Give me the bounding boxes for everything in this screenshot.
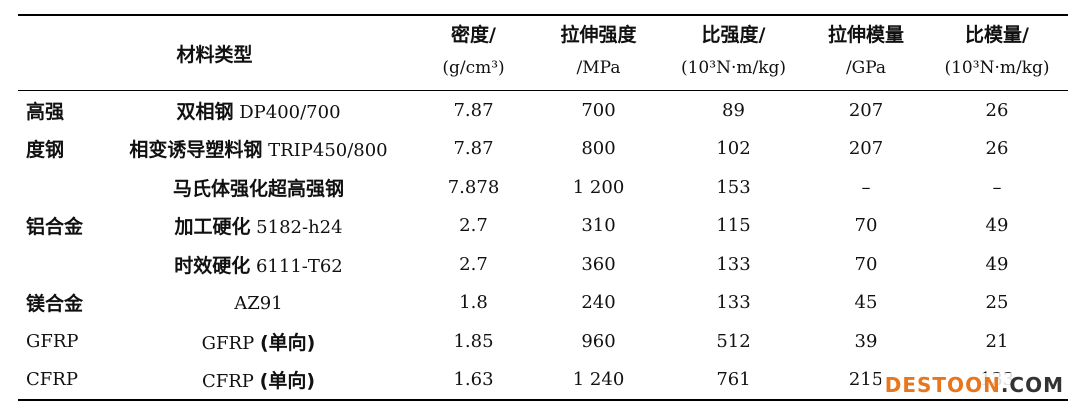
table-row: 马氏体强化超高强钢 7.878 1 200 153 – – [18,168,1068,207]
category-empty [18,245,106,284]
specific-modulus-value: 21 [985,330,1009,352]
modulus-value: 70 [854,215,878,237]
specific-modulus-value: 26 [985,138,1009,160]
category-magnesium: 镁合金 [26,293,84,316]
specific-modulus-value: – [992,176,1002,198]
material-name: 加工硬化 5182-h24 [174,216,343,239]
material-name: 双相钢 DP400/700 [176,100,341,123]
tensile-value: 800 [581,138,616,160]
header-tensile-modulus: 拉伸模量 /GPa [827,24,904,78]
category-empty [18,168,106,207]
specific-strength-value: 153 [716,176,751,198]
material-name: 马氏体强化超高强钢 [172,177,344,200]
table-row: 镁合金 AZ91 1.8 240 133 45 25 [18,284,1068,323]
category-cfrp: CFRP [26,369,78,391]
specific-strength-value: 115 [716,215,751,237]
category-aluminum: 铝合金 [26,216,84,239]
modulus-value: 45 [854,292,878,314]
modulus-value: 70 [854,253,878,275]
modulus-value: 207 [848,138,884,160]
density-value: 2.7 [459,215,488,237]
material-name: CFRP (单向) [201,370,316,393]
category-hss-line1: 高强 [26,100,65,123]
watermark-logo: DESTOON.COM [880,373,1068,397]
tensile-value: 240 [581,292,616,314]
modulus-value: 39 [854,330,878,352]
specific-strength-value: 512 [716,330,751,352]
specific-strength-value: 761 [716,369,751,391]
density-value: 1.85 [453,330,494,352]
specific-strength-value: 133 [716,253,751,275]
tensile-value: 1 240 [572,369,625,391]
material-name: 相变诱导塑料钢 TRIP450/800 [129,139,388,162]
tensile-value: 310 [581,215,616,237]
material-name: AZ91 [234,292,283,314]
specific-strength-value: 89 [722,99,745,121]
header-density: 密度/ (g/cm³) [442,24,505,78]
table-row: GFRP GFRP (单向) 1.85 960 512 39 21 [18,322,1068,361]
specific-modulus-value: 25 [985,292,1009,314]
tensile-value: 360 [581,253,616,275]
header-specific-strength: 比强度/ (10³N·m/kg) [680,24,787,78]
density-value: 7.878 [447,176,500,198]
tensile-value: 960 [581,330,616,352]
header-material-type: 材料类型 [176,43,253,66]
table-row: 时效硬化 6111-T62 2.7 360 133 70 49 [18,245,1068,284]
specific-modulus-value: 49 [985,215,1009,237]
density-value: 2.7 [459,253,488,275]
material-name: 时效硬化 6111-T62 [174,254,343,277]
specific-modulus-value: 49 [985,253,1009,275]
material-name: GFRP (单向) [201,331,316,354]
tensile-value: 1 200 [572,176,625,198]
density-value: 7.87 [453,138,494,160]
tensile-value: 700 [581,99,616,121]
category-hss-line2: 度钢 [26,139,65,162]
material-properties-table: 材料类型 密度/ (g/cm³) 拉伸强度 /MPa 比强度/ (10³N·m/… [18,14,1068,401]
table-row: 铝合金 加工硬化 5182-h24 2.7 310 115 70 49 [18,207,1068,246]
header-specific-modulus: 比模量/ (10³N·m/kg) [944,24,1050,78]
modulus-value: 207 [848,99,884,121]
category-gfrp: GFRP [26,330,79,352]
header-tensile-strength: 拉伸强度 /MPa [560,24,637,78]
specific-strength-value: 102 [716,138,751,160]
density-value: 7.87 [453,99,494,121]
modulus-value: 215 [848,369,884,391]
table-row: 度钢 相变诱导塑料钢 TRIP450/800 7.87 800 102 207 … [18,130,1068,169]
specific-strength-value: 133 [716,292,751,314]
specific-modulus-value: 26 [985,99,1009,121]
modulus-value: – [861,176,871,198]
table-row: 高强 双相钢 DP400/700 7.87 700 89 207 26 [18,91,1068,130]
density-value: 1.63 [453,369,494,391]
density-value: 1.8 [459,292,488,314]
header-row: 材料类型 密度/ (g/cm³) 拉伸强度 /MPa 比强度/ (10³N·m/… [18,15,1068,91]
